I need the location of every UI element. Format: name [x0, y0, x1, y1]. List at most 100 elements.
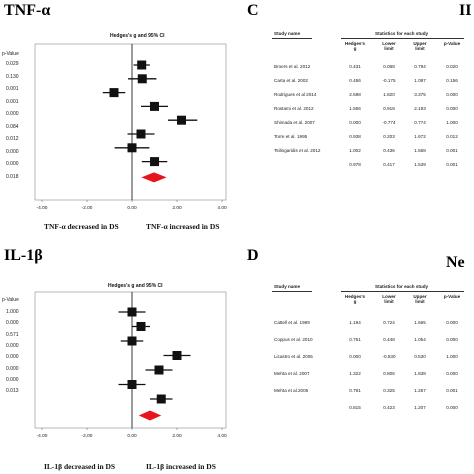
- header-rule: [272, 38, 312, 39]
- tick-label: 2.00: [172, 205, 182, 211]
- pvalue-item: 0.000: [6, 342, 19, 349]
- study-name: Mehta et al. 2007: [274, 371, 310, 376]
- cell-p: 0.000: [446, 320, 458, 325]
- cell-p: 0.000: [446, 337, 458, 342]
- panel-label-d: D: [247, 247, 259, 264]
- tick-label: -2.00: [82, 205, 93, 211]
- column-header: p-Value: [443, 294, 461, 299]
- cell-p: 1.000: [446, 120, 458, 125]
- study-name: Torre et al. 1995: [274, 134, 308, 139]
- pvalue-item: 0.000: [6, 365, 19, 372]
- pvalue-header-il1b: p-Value: [2, 297, 19, 303]
- effect-marker: [172, 351, 182, 360]
- cell-p: 0.020: [446, 64, 458, 69]
- summary-lower: 0.423: [383, 405, 395, 410]
- effect-marker: [150, 157, 160, 167]
- pvalue-item: 0.018: [6, 173, 19, 180]
- cell-g: 0.431: [349, 64, 361, 69]
- tick-label: -2.00: [82, 433, 93, 439]
- pvalue-item: 1.000: [6, 309, 19, 315]
- edge-label-bottom: Ne: [446, 254, 465, 271]
- cell-lower: 0.918: [383, 106, 395, 111]
- effect-marker: [177, 115, 186, 125]
- pvalue-item: 0.000: [6, 354, 19, 361]
- summary-upper: 1.539: [414, 162, 426, 167]
- cell-g: 1.002: [349, 148, 361, 153]
- effect-marker: [127, 380, 137, 389]
- column-header: Lower limit: [382, 294, 396, 304]
- summary-g: 0.815: [349, 405, 361, 410]
- effect-marker: [150, 101, 159, 111]
- pvalue-item: 0.000: [6, 148, 19, 155]
- study-name: Mehta et al.2005: [274, 388, 309, 393]
- column-header: p-Value: [443, 41, 461, 46]
- study-name: Rodrigues et al 2014: [274, 92, 317, 97]
- column-header: Upper limit: [413, 41, 427, 51]
- summary-lower: 0.417: [383, 162, 395, 167]
- left-label-il1b: IL-1β decreased in DS: [44, 462, 116, 471]
- cell-g: 0.791: [349, 388, 361, 393]
- cell-upper: 1.665: [414, 320, 426, 325]
- cell-upper: 0.794: [414, 64, 426, 69]
- cell-lower: -0.175: [382, 78, 396, 83]
- cell-g: 0.000: [349, 120, 361, 125]
- pvalue-item: 0.012: [6, 136, 19, 142]
- column-header: Upper limit: [413, 294, 427, 304]
- effect-marker: [127, 336, 137, 346]
- cell-upper: 1.054: [414, 337, 426, 342]
- cell-upper: 0.530: [414, 354, 426, 359]
- cell-upper: 1.838: [414, 371, 426, 376]
- stats-header: Statistics for each study: [375, 31, 429, 36]
- panel-label-c: C: [247, 2, 259, 19]
- plot-frame: [34, 291, 227, 429]
- cell-p: 0.012: [446, 134, 458, 139]
- summary-g: 0.978: [349, 162, 361, 167]
- study-name: Licastro et al. 2005: [274, 354, 313, 359]
- cell-upper: 1.257: [414, 388, 426, 393]
- pvalue-item: 0.001: [6, 98, 19, 105]
- study-name: Rostami et al. 2012: [274, 106, 314, 111]
- plot-frame: [34, 43, 227, 201]
- effect-marker: [127, 307, 137, 317]
- pvalue-item: 0.000: [6, 376, 19, 383]
- cell-g: 0.751: [349, 337, 361, 342]
- cell-p: 0.156: [446, 78, 458, 83]
- tick-label: 0.00: [127, 205, 137, 211]
- cell-g: 2.598: [349, 92, 361, 97]
- effect-marker: [136, 129, 146, 139]
- cell-upper: 3.375: [414, 92, 426, 97]
- tick-label: 2.00: [172, 433, 182, 439]
- cell-lower: 0.806: [383, 371, 395, 376]
- stats-rule: [341, 291, 464, 292]
- edge-label-top: II: [459, 2, 472, 19]
- column-header: Hedges's g: [344, 41, 366, 51]
- cell-upper: 1.087: [414, 78, 426, 83]
- study-name: Cattell et al. 1989: [274, 320, 310, 325]
- panel-title-il1b: IL-1β: [4, 247, 43, 264]
- panel-title-tnf: TNF-α: [4, 2, 51, 19]
- effect-marker: [137, 60, 147, 70]
- cell-lower: 0.325: [383, 388, 395, 393]
- column-header: Hedges's g: [344, 294, 366, 304]
- tick-label: 0.00: [127, 433, 137, 439]
- cell-g: 0.938: [349, 134, 361, 139]
- tick-label: 4.00: [217, 433, 227, 439]
- cell-lower: 1.820: [383, 92, 395, 97]
- cell-upper: 1.568: [414, 148, 426, 153]
- tick-label: -4.00: [37, 433, 48, 439]
- pvalue-item: 0.013: [6, 388, 19, 395]
- summary-upper: 1.207: [414, 405, 426, 410]
- cell-lower: 0.436: [383, 148, 395, 153]
- header-rule: [272, 291, 312, 292]
- study-name-header: Study name: [274, 284, 301, 289]
- cell-lower: 0.724: [383, 320, 395, 325]
- summary-p: 0.000: [446, 405, 458, 410]
- pvalue-item: 0.084: [6, 123, 19, 130]
- cell-lower: -0.774: [382, 120, 396, 125]
- study-name: Carta et al. 2002: [274, 78, 308, 83]
- right-label-il1b: IL-1β increased in DS: [146, 462, 216, 471]
- cell-p: 1.000: [446, 354, 458, 359]
- cell-g: 1.194: [349, 320, 361, 325]
- pvalue-item: 0.130: [6, 73, 19, 80]
